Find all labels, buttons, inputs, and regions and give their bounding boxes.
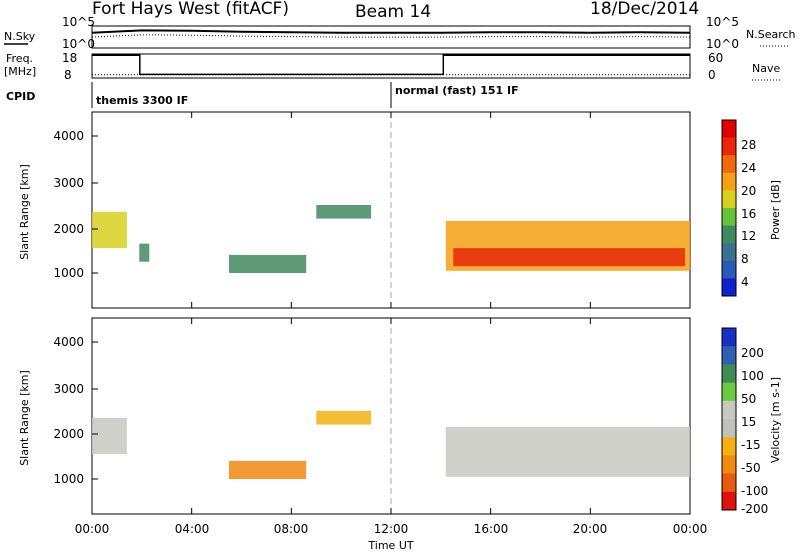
velocity-cbar-tick-neg200: -200 [741,502,768,516]
power-region-2 [229,254,307,273]
freq-right-label: Nave [752,62,780,75]
noise-left-tick-top: 10^5 [62,15,95,29]
velocity-colorbar-cell-9 [722,491,736,511]
velocity-cbar-tick-100: 100 [741,369,764,383]
velocity-ylabel: Slant Range [km] [18,370,31,466]
noise-left-tick-bottom: 10^0 [62,37,95,51]
noise-right-label: N.Search [746,28,796,41]
frequency-series [92,54,690,76]
power-colorbar-cell-9 [722,278,736,297]
power-colorbar-cell-0 [722,120,736,139]
freq-left-label: Freq. [6,52,33,65]
power-colorbar-cell-3 [722,172,736,191]
power-region-5 [453,248,685,267]
velocity-colorbar: 200 100 50 15 -15 -50 -100 -200 Velocity… [721,327,782,516]
xaxis-label: Time UT [367,539,413,552]
freq-left-tick-bottom: 8 [64,68,72,82]
power-ytick-4000: 4000 [53,129,84,143]
power-region-1 [139,243,150,262]
noise-left-label: N.Sky [4,30,36,43]
power-ytick-2000: 2000 [53,222,84,236]
velocity-ytick-3000: 3000 [53,382,84,396]
power-cbar-tick-16: 16 [741,207,756,221]
velocity-colorbar-cell-7 [722,455,736,475]
power-colorbar-cell-4 [722,190,736,209]
power-cbar-tick-8: 8 [741,252,749,266]
date-title: 18/Dec/2014 [590,0,699,19]
power-cbar-tick-20: 20 [741,184,756,198]
power-colorbar-cell-6 [722,225,736,244]
power-cbar-tick-4: 4 [741,275,749,289]
xtick-0000: 00:00 [75,522,110,536]
n-search-series [91,34,691,38]
cpid-row: CPID themis 3300 IF normal (fast) 151 IF [6,82,519,108]
xtick-0800: 08:00 [274,522,309,536]
noise-right-tick-top: 10^5 [706,15,739,29]
frequency-panel: Freq. [MHz] 18 8 60 0 Nave [4,51,782,82]
cpid-program-1: themis 3300 IF [96,94,188,107]
power-ytick-3000: 3000 [53,176,84,190]
cpid-label: CPID [6,90,35,103]
noise-right-tick-bottom: 10^0 [706,37,739,51]
velocity-region-0 [92,417,127,455]
velocity-cbar-tick-neg50: -50 [741,461,761,475]
power-colorbar: 28 24 20 16 12 8 4 Power [dB] [721,119,782,297]
velocity-ytick-2000: 2000 [53,427,84,441]
noise-panel: N.Sky 10^5 10^0 10^5 10^0 N.Search [4,15,796,51]
cpid-program-2: normal (fast) 151 IF [395,84,519,97]
power-cbar-tick-12: 12 [741,229,756,243]
power-cbar-tick-24: 24 [741,161,756,175]
power-colorbar-cell-5 [722,208,736,227]
beam-title: Beam 14 [355,2,431,22]
freq-left-unit: [MHz] [4,65,36,78]
velocity-cbar-tick-200: 200 [741,346,764,360]
freq-right-tick-top: 60 [708,51,723,65]
power-colorbar-cell-8 [722,260,736,279]
velocity-colorbar-label: Velocity [m s-1] [769,377,782,463]
power-ytick-1000: 1000 [53,266,84,280]
power-colorbar-label: Power [dB] [769,180,782,240]
xtick-2400: 00:00 [673,522,708,536]
power-cbar-tick-28: 28 [741,138,756,152]
velocity-colorbar-cell-3 [722,382,736,402]
velocity-colorbar-cell-8 [722,473,736,493]
time-axis: 00:00 04:00 08:00 12:00 16:00 20:00 00:0… [75,112,708,552]
velocity-ytick-4000: 4000 [53,335,84,349]
power-colorbar-cell-7 [722,243,736,262]
velocity-colorbar-cell-6 [722,437,736,456]
power-ylabel: Slant Range [km] [18,164,31,260]
velocity-data [92,411,690,479]
xtick-1200: 12:00 [374,522,409,536]
velocity-colorbar-cell-4 [722,400,736,420]
velocity-colorbar-cell-1 [722,346,736,365]
velocity-cbar-tick-50: 50 [741,392,756,406]
velocity-region-2 [316,411,372,425]
velocity-panel: Slant Range [km] 4000 3000 2000 1000 [18,317,691,515]
velocity-colorbar-cell-0 [722,328,736,347]
power-panel: Slant Range [km] 4000 3000 2000 1000 [18,111,691,309]
velocity-cbar-tick-neg100: -100 [741,484,768,498]
xtick-0400: 04:00 [175,522,210,536]
power-region-0 [92,211,127,249]
power-region-3 [316,205,372,219]
velocity-region-3 [445,426,690,477]
freq-right-tick-bottom: 0 [708,68,716,82]
velocity-colorbar-cell-5 [722,419,736,438]
velocity-region-1 [229,460,307,479]
velocity-cbar-tick-15: 15 [741,415,756,429]
xtick-1600: 16:00 [474,522,509,536]
n-sky-series [91,29,691,34]
freq-left-tick-top: 18 [62,51,77,65]
velocity-cbar-tick-neg15: -15 [741,438,761,452]
xtick-2000: 20:00 [573,522,608,536]
velocity-ytick-1000: 1000 [53,472,84,486]
station-title: Fort Hays West (fitACF) [92,0,289,19]
velocity-colorbar-cell-2 [722,364,736,384]
power-colorbar-cell-1 [722,137,736,156]
power-data [92,205,690,273]
power-colorbar-cell-2 [722,155,736,174]
